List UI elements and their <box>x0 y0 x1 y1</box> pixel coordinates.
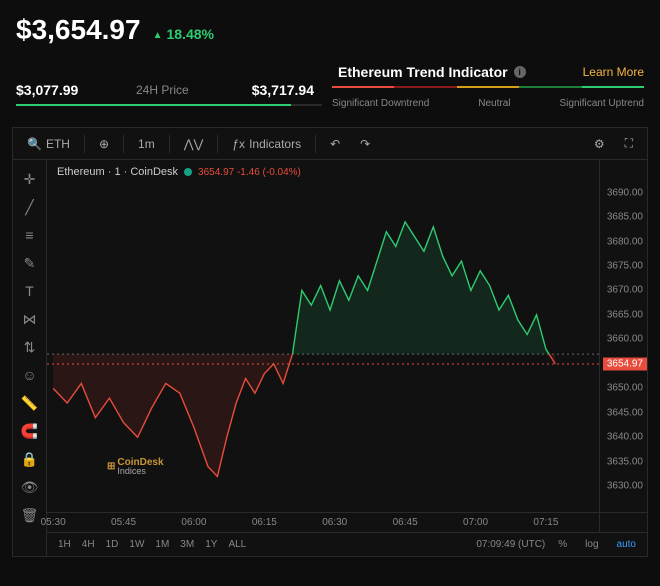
redo-button[interactable]: ↷ <box>352 133 378 155</box>
search-icon: 🔍 <box>27 137 42 151</box>
trend-segment <box>519 86 581 88</box>
trend-title: Ethereum Trend Indicator <box>338 64 508 80</box>
undo-button[interactable]: ↶ <box>322 133 348 155</box>
chart-title: Ethereum · 1 · CoinDesk <box>57 166 178 178</box>
learn-more-link[interactable]: Learn More <box>583 65 644 79</box>
caret-up-icon: ▲ <box>153 30 163 41</box>
y-axis[interactable]: 3690.00 3685.00 3680.00 3675.00 3670.00 3665.… <box>599 160 647 512</box>
x-axis[interactable]: 05:3005:4506:0006:1506:3006:4507:0007:15 <box>47 512 599 532</box>
y-tick: 3690.00 <box>607 187 643 198</box>
last-price-delta: 3654.97 -1.46 (-0.04%) <box>198 167 301 178</box>
pattern-icon[interactable]: ⋈ <box>17 306 43 332</box>
range-24h-bar <box>16 104 322 106</box>
text-icon[interactable]: T <box>17 278 43 304</box>
chart-style-button[interactable]: ⋀⋁ <box>176 133 212 155</box>
long-icon[interactable]: ⇅ <box>17 334 43 360</box>
trend-segment <box>332 86 394 88</box>
fib-icon[interactable]: ≡ <box>17 222 43 248</box>
emoji-icon[interactable]: ☺ <box>17 362 43 388</box>
coindesk-watermark: ⊞ CoinDesk Indices <box>107 457 164 476</box>
symbol-label: ETH <box>46 137 70 151</box>
x-tick: 06:45 <box>393 517 418 528</box>
trendline-icon[interactable]: ╱ <box>17 194 43 220</box>
timeframe-1d[interactable]: 1D <box>101 536 124 553</box>
trend-segment <box>582 86 644 88</box>
x-tick: 05:30 <box>41 517 66 528</box>
low-24h: $3,077.99 <box>16 82 96 98</box>
indicators-button[interactable]: ƒx Indicators <box>224 133 309 155</box>
cross-icon[interactable]: ✛ <box>17 166 43 192</box>
trend-label-neutral: Neutral <box>478 98 510 109</box>
y-tick: 3650.00 <box>607 383 643 394</box>
add-compare-button[interactable]: ⊕ <box>91 133 117 155</box>
log-scale-button[interactable]: log <box>580 536 603 553</box>
current-price-tag: 3654.97 <box>603 358 647 371</box>
x-tick: 06:15 <box>252 517 277 528</box>
y-tick: 3640.00 <box>607 432 643 443</box>
auto-scale-button[interactable]: auto <box>612 536 641 553</box>
brush-icon[interactable]: ✎ <box>17 250 43 276</box>
chart-toolbar: 🔍 ETH ⊕ 1m ⋀⋁ ƒx Indicators ↶ ↷ ⚙ ⛶ <box>13 128 647 160</box>
y-tick: 3685.00 <box>607 212 643 223</box>
pct-scale-button[interactable]: % <box>553 536 572 553</box>
trend-label-downtrend: Significant Downtrend <box>332 98 429 109</box>
timeframe-all[interactable]: ALL <box>223 536 251 553</box>
symbol-search-button[interactable]: 🔍 ETH <box>19 133 78 155</box>
y-tick: 3680.00 <box>607 236 643 247</box>
high-24h: $3,717.94 <box>252 82 314 98</box>
status-dot-icon <box>184 168 192 176</box>
ruler-icon[interactable]: 📏 <box>17 390 43 416</box>
fullscreen-icon: ⛶ <box>625 136 633 151</box>
fullscreen-button[interactable]: ⛶ <box>617 132 641 155</box>
clock-text: 07:09:49 (UTC) <box>476 539 545 550</box>
timeframe-1h[interactable]: 1H <box>53 536 76 553</box>
gear-icon: ⚙ <box>594 137 605 151</box>
y-tick: 3635.00 <box>607 456 643 467</box>
y-tick: 3660.00 <box>607 334 643 345</box>
info-icon[interactable]: i <box>514 66 526 78</box>
trend-label-uptrend: Significant Uptrend <box>560 98 645 109</box>
label-24h: 24H Price <box>136 83 189 97</box>
x-tick: 07:15 <box>533 517 558 528</box>
y-tick: 3630.00 <box>607 481 643 492</box>
percent-change: ▲18.48% <box>153 26 214 42</box>
redo-icon: ↷ <box>360 137 370 151</box>
indicators-label: Indicators <box>249 137 301 151</box>
y-tick: 3645.00 <box>607 407 643 418</box>
timeframe-4h[interactable]: 4H <box>77 536 100 553</box>
fx-icon: ƒx <box>232 137 245 151</box>
timeframe-1m[interactable]: 1M <box>150 536 174 553</box>
timeframe-1w[interactable]: 1W <box>124 536 149 553</box>
price-chart[interactable]: ⊞ CoinDesk Indices <box>47 160 599 512</box>
x-tick: 05:45 <box>111 517 136 528</box>
pct-value: 18.48% <box>166 26 213 42</box>
x-tick: 06:00 <box>181 517 206 528</box>
candle-icon: ⋀⋁ <box>184 137 204 151</box>
settings-button[interactable]: ⚙ <box>586 132 613 155</box>
plus-icon: ⊕ <box>99 137 109 151</box>
trash-icon[interactable]: 🗑 <box>17 502 43 528</box>
trend-indicator-bar <box>332 86 644 88</box>
x-tick: 06:30 <box>322 517 347 528</box>
x-tick: 07:00 <box>463 517 488 528</box>
eye-icon[interactable]: 👁 <box>17 474 43 500</box>
undo-icon: ↶ <box>330 137 340 151</box>
magnet-icon[interactable]: 🧲 <box>17 418 43 444</box>
trend-segment <box>394 86 456 88</box>
timeframe-1y[interactable]: 1Y <box>200 536 222 553</box>
y-tick: 3675.00 <box>607 260 643 271</box>
y-tick: 3670.00 <box>607 285 643 296</box>
interval-button[interactable]: 1m <box>130 133 163 155</box>
y-tick: 3665.00 <box>607 309 643 320</box>
lock-icon[interactable]: 🔒 <box>17 446 43 472</box>
drawing-toolbar: ✛╱≡✎T⋈⇅☺📏🧲🔒👁🗑 <box>13 160 47 556</box>
current-price: $3,654.97 <box>16 14 141 46</box>
chart-container: 🔍 ETH ⊕ 1m ⋀⋁ ƒx Indicators ↶ ↷ ⚙ ⛶ ✛╱≡✎… <box>12 127 648 557</box>
timeframe-3m[interactable]: 3M <box>175 536 199 553</box>
trend-segment <box>457 86 519 88</box>
